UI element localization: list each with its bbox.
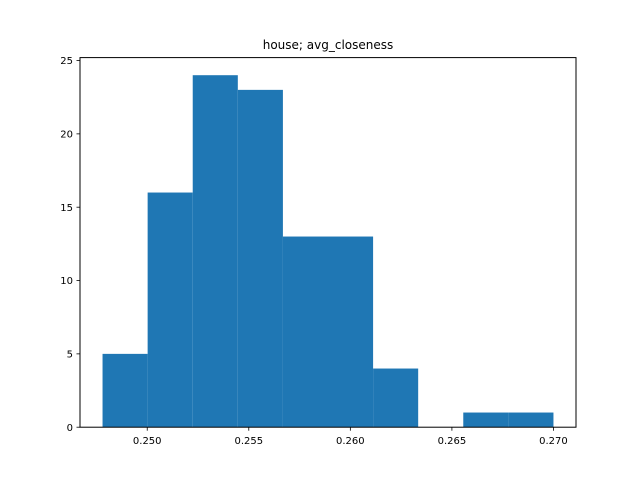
- histogram-bar: [463, 412, 509, 428]
- y-tick-label: 25: [60, 56, 73, 67]
- histogram-bar: [282, 236, 328, 428]
- x-tick-label: 0.255: [234, 436, 263, 447]
- y-tick-label: 15: [60, 203, 73, 214]
- x-tick-label: 0.250: [133, 436, 162, 447]
- histogram-bar: [102, 353, 148, 428]
- y-tick-label: 5: [67, 349, 73, 360]
- histogram-bar: [328, 236, 374, 428]
- x-tick-label: 0.270: [539, 436, 568, 447]
- chart-title: house; avg_closeness: [263, 38, 394, 52]
- x-tick-label: 0.265: [438, 436, 467, 447]
- plot-frame: [79, 57, 577, 428]
- y-tick-label: 10: [60, 276, 73, 287]
- histogram-bar: [192, 75, 238, 428]
- x-axis-ticks: 0.250 0.255 0.260 0.265 0.270: [133, 427, 568, 447]
- bars-group: [102, 75, 554, 428]
- histogram-bar: [147, 192, 193, 428]
- y-axis-ticks: 0 5 10 15 20 25: [60, 56, 80, 434]
- histogram-bar: [373, 368, 419, 428]
- y-tick-label: 0: [67, 423, 73, 434]
- x-tick-label: 0.260: [336, 436, 365, 447]
- histogram-bar: [237, 89, 283, 428]
- histogram-bar: [508, 412, 554, 428]
- y-tick-label: 20: [60, 129, 73, 140]
